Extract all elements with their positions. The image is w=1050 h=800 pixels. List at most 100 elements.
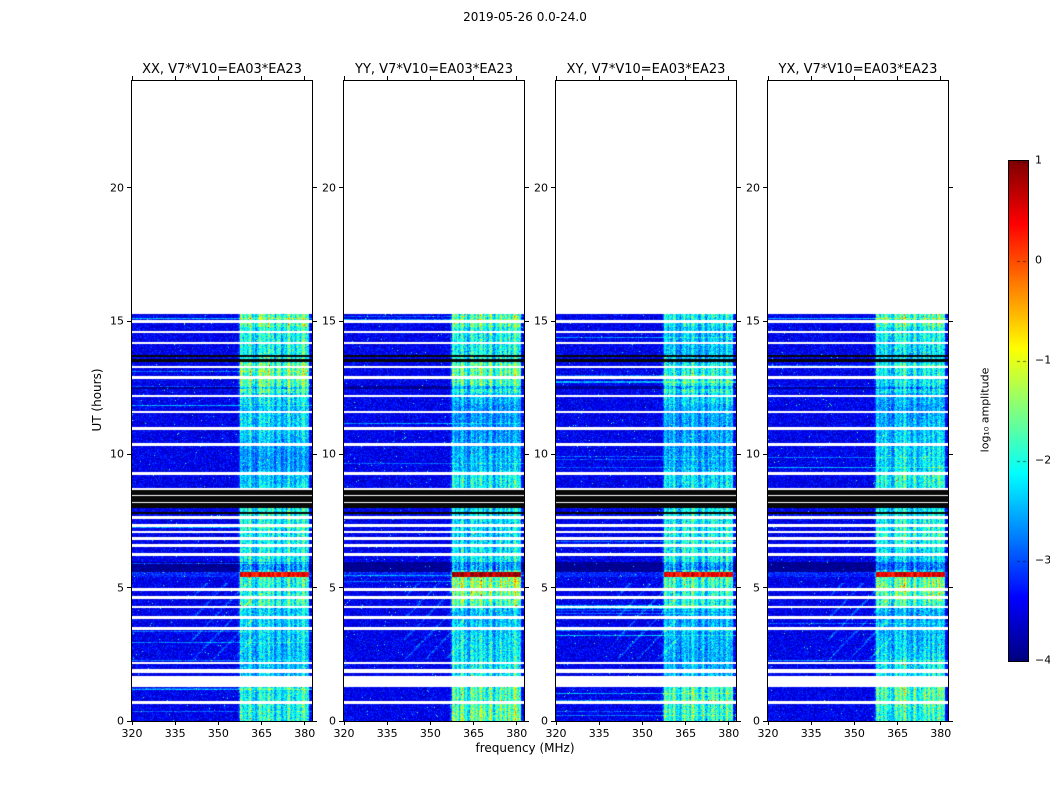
x-tick-label: 335 (164, 727, 186, 740)
panel-yy: YY, V7*V10=EA03*EA23 320 335 350 365 380 0 5 10… (322, 62, 529, 740)
y-tick (737, 320, 741, 322)
x-tick (131, 76, 133, 80)
x-tick (217, 721, 219, 725)
x-tick-label: 350 (843, 727, 865, 740)
x-tick-label: 335 (588, 727, 610, 740)
x-tick (261, 721, 263, 725)
y-tick (763, 720, 767, 722)
x-tick (174, 76, 176, 80)
y-tick (525, 320, 529, 322)
x-tick (304, 76, 306, 80)
y-tick-label: 0 (541, 714, 548, 728)
x-tick (853, 76, 855, 80)
y-tick (525, 587, 529, 589)
y-tick (339, 453, 343, 455)
y-tick (127, 587, 131, 589)
x-tick (429, 721, 431, 725)
colorbar-gradient (1008, 160, 1029, 662)
y-axis-label: UT (hours) (90, 368, 104, 432)
x-tick (641, 76, 643, 80)
x-tick (386, 76, 388, 80)
heatmap-canvas-yx (768, 81, 948, 721)
y-tick (313, 187, 317, 189)
y-tick-label: 15 (746, 314, 760, 328)
colorbar: log₁₀ amplitude 1 0 −1 −2 −3 −4 (979, 154, 1050, 667)
x-tick (728, 76, 730, 80)
x-tick (897, 721, 899, 725)
colorbar-tick-label: −4 (1035, 653, 1050, 667)
y-tick (737, 187, 741, 189)
y-tick (763, 453, 767, 455)
heatmap-canvas-xy (556, 81, 736, 721)
x-tick-label: 320 (545, 727, 567, 740)
x-tick-label: 365 (251, 727, 273, 740)
y-tick (339, 187, 343, 189)
y-tick (525, 720, 529, 722)
x-tick (343, 76, 345, 80)
x-tick-label: 365 (887, 727, 909, 740)
y-tick (551, 587, 555, 589)
y-tick (763, 320, 767, 322)
panel-yx: YX, V7*V10=EA03*EA23 320 335 350 365 380 0 5 10… (746, 62, 953, 740)
x-tick (940, 721, 942, 725)
y-tick-label: 10 (322, 447, 336, 461)
panel-title-yx: YX, V7*V10=EA03*EA23 (778, 62, 938, 77)
y-tick-label: 5 (753, 581, 760, 595)
y-tick-label: 20 (110, 181, 124, 195)
y-tick (525, 453, 529, 455)
x-tick (304, 721, 306, 725)
colorbar-tick-label: 0 (1035, 253, 1042, 267)
x-tick-label: 320 (121, 727, 143, 740)
y-tick (737, 453, 741, 455)
x-tick-label: 365 (463, 727, 485, 740)
x-tick (473, 721, 475, 725)
y-tick-label: 15 (534, 314, 548, 328)
y-tick (525, 187, 529, 189)
x-tick (131, 721, 133, 725)
x-tick (598, 76, 600, 80)
x-tick-label: 350 (631, 727, 653, 740)
x-tick (810, 721, 812, 725)
x-tick-label: 380 (718, 727, 740, 740)
y-tick-label: 20 (746, 181, 760, 195)
y-tick (127, 453, 131, 455)
y-tick (737, 587, 741, 589)
x-tick (810, 76, 812, 80)
y-tick (949, 187, 953, 189)
y-tick (313, 453, 317, 455)
x-tick (767, 76, 769, 80)
x-tick-label: 320 (757, 727, 779, 740)
y-tick (949, 587, 953, 589)
heatmap-canvas-xx (132, 81, 312, 721)
y-tick (949, 453, 953, 455)
x-tick-label: 380 (294, 727, 316, 740)
x-tick (516, 721, 518, 725)
y-tick-label: 10 (110, 447, 124, 461)
y-tick (551, 187, 555, 189)
colorbar-tick-label: −2 (1035, 453, 1050, 467)
panel-xy: XY, V7*V10=EA03*EA23 320 335 350 365 380 0 5 10… (534, 62, 741, 740)
y-tick (949, 720, 953, 722)
x-tick (473, 76, 475, 80)
x-tick (685, 76, 687, 80)
x-tick-label: 365 (675, 727, 697, 740)
x-tick (174, 721, 176, 725)
x-tick (897, 76, 899, 80)
x-tick (598, 721, 600, 725)
x-tick (343, 721, 345, 725)
y-tick-label: 10 (746, 447, 760, 461)
y-tick (339, 320, 343, 322)
figure-title: 2019-05-26 0.0-24.0 (463, 10, 587, 24)
x-tick (555, 721, 557, 725)
x-tick-label: 320 (333, 727, 355, 740)
x-tick (767, 721, 769, 725)
x-tick (555, 76, 557, 80)
x-tick-label: 380 (930, 727, 952, 740)
x-tick (728, 721, 730, 725)
y-tick-label: 5 (329, 581, 336, 595)
heatmap-canvas-yy (344, 81, 524, 721)
panel-title-yy: YY, V7*V10=EA03*EA23 (355, 62, 513, 77)
x-tick (853, 721, 855, 725)
y-tick (763, 587, 767, 589)
